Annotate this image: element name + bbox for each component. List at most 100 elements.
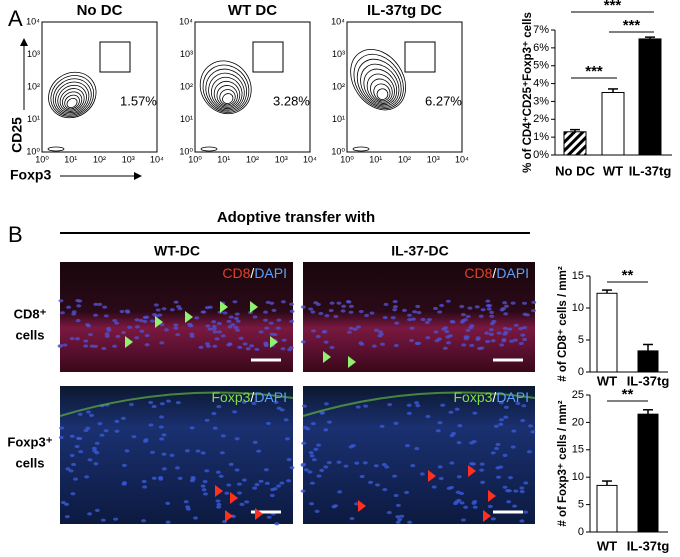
nucleus: [134, 336, 140, 340]
y-axis-label: # of CD8⁺ cells / mm²: [557, 266, 569, 382]
nucleus: [323, 465, 329, 469]
nucleus: [321, 330, 327, 334]
nucleus: [498, 401, 504, 405]
nucleus: [526, 450, 532, 454]
nucleus: [392, 299, 398, 304]
nucleus: [211, 324, 217, 328]
gate: [252, 41, 284, 73]
nucleus: [174, 466, 180, 470]
nucleus: [530, 309, 536, 313]
nucleus: [359, 342, 365, 346]
nucleus: [449, 320, 455, 324]
nucleus: [350, 444, 356, 448]
nucleus: [364, 313, 370, 318]
nucleus: [77, 412, 83, 416]
contour: [202, 64, 250, 113]
bar: [596, 292, 618, 373]
column-label: IL-37-DC: [391, 243, 449, 259]
nucleus: [495, 442, 501, 447]
y-tick-label: 10²: [332, 81, 345, 91]
contour: [59, 88, 85, 112]
nucleus: [315, 302, 321, 307]
nucleus: [521, 404, 527, 408]
nucleus: [161, 433, 167, 437]
x-tick-label: 10²: [93, 154, 106, 164]
nucleus: [308, 307, 314, 311]
x-tick-label: 10¹: [369, 154, 382, 164]
nucleus: [410, 317, 416, 321]
contour: [352, 146, 370, 152]
nucleus: [512, 338, 518, 342]
nucleus: [489, 310, 495, 314]
nucleus: [311, 329, 317, 333]
y-tick-label: 7%: [533, 24, 549, 36]
nucleus: [328, 308, 334, 313]
nucleus: [507, 327, 513, 331]
nucleus: [349, 517, 355, 521]
nucleus: [324, 314, 330, 318]
nucleus: [510, 301, 516, 305]
y-axis-label: % of CD4⁺CD25⁺Foxp3⁺ cells: [522, 12, 534, 173]
nucleus: [399, 514, 405, 518]
nucleus: [71, 310, 77, 314]
nucleus: [228, 315, 234, 319]
nucleus: [348, 304, 354, 308]
nucleus: [75, 337, 81, 341]
nucleus: [258, 330, 264, 334]
y-tick-label: 10⁰: [26, 146, 40, 156]
arrowhead: [185, 311, 193, 323]
bar: [638, 38, 662, 156]
contour: [210, 76, 243, 110]
bar: [563, 131, 587, 156]
nucleus: [187, 322, 193, 326]
nucleus: [487, 504, 493, 509]
contour: [66, 97, 78, 109]
nucleus: [265, 300, 271, 304]
nucleus: [274, 522, 280, 526]
x-tick-label: IL-37tg: [627, 373, 670, 388]
nucleus: [264, 326, 270, 330]
y-tick-label: 4%: [533, 77, 549, 89]
nucleus: [314, 509, 320, 513]
plot-title: No DC: [77, 2, 123, 19]
nucleus: [71, 462, 77, 467]
x-tick-label: No DC: [555, 163, 595, 178]
nucleus: [488, 332, 494, 336]
y-tick-label: 10³: [180, 49, 193, 59]
nucleus: [460, 313, 466, 317]
arrowhead: [220, 301, 228, 313]
nucleus: [386, 510, 392, 515]
nucleus: [263, 310, 269, 314]
nucleus: [103, 429, 109, 433]
nucleus: [256, 449, 262, 453]
nucleus: [444, 330, 450, 334]
nucleus: [363, 404, 369, 408]
nucleus: [266, 515, 272, 519]
x-tick-label: IL-37tg: [627, 538, 670, 553]
nucleus: [431, 485, 437, 489]
nucleus: [442, 346, 448, 350]
nucleus: [205, 324, 211, 328]
bar: [601, 92, 625, 156]
nucleus: [228, 462, 234, 466]
x-tick-label: 10³: [427, 154, 440, 164]
nucleus: [216, 322, 222, 326]
nucleus: [415, 304, 421, 309]
contour: [64, 94, 80, 110]
nucleus: [309, 481, 315, 485]
nucleus: [518, 341, 524, 346]
nucleus: [500, 306, 506, 311]
nucleus: [479, 468, 485, 472]
nucleus: [69, 336, 75, 341]
nucleus: [509, 339, 515, 343]
nucleus: [305, 427, 311, 431]
nucleus: [485, 339, 491, 344]
arrowhead: [230, 492, 238, 504]
nucleus: [522, 301, 528, 305]
y-tick-label: 10: [572, 302, 584, 314]
nucleus: [195, 449, 201, 453]
micrograph: [303, 262, 535, 372]
arrowhead: [215, 485, 223, 497]
nucleus: [269, 493, 275, 498]
